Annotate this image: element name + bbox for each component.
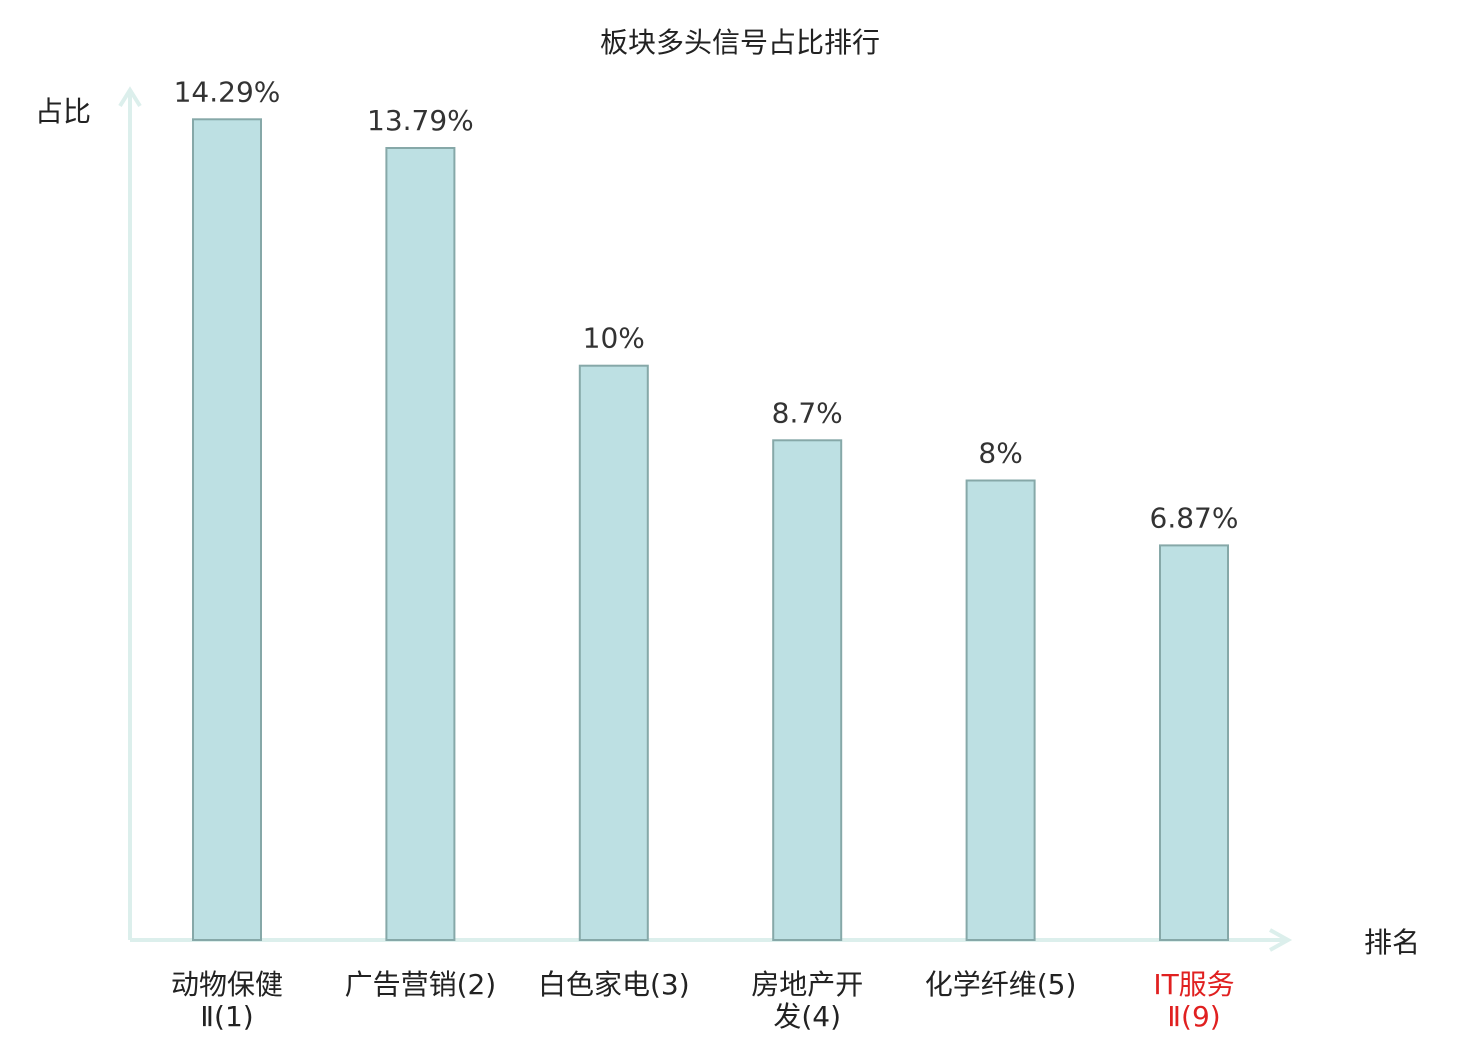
bar [578,364,649,941]
chart-title: 板块多头信号占比排行 [600,26,880,59]
x-axis-label: 排名 [1364,926,1420,959]
bar [965,479,1036,941]
x-tick-label: 动物保健 [171,968,283,1001]
x-tick-label: 广告营销(2) [345,968,497,1001]
y-axis: 占比 [35,86,142,940]
y-axis-arrow [118,86,142,108]
y-axis-label: 占比 [35,95,91,128]
x-tick-label: Ⅱ(9) [1167,1000,1220,1033]
x-axis: 排名 [130,926,1420,959]
bar [192,118,262,942]
bar-value-label: 10% [583,322,645,355]
x-tick-label: 白色家电(3) [538,968,690,1001]
bar-value-label: 13.79% [367,104,474,137]
x-tick-label: 发(4) [773,1000,841,1033]
bar-value-label: 8.7% [772,396,843,429]
bar-value-label: 14.29% [174,75,281,108]
bars-group [192,118,1229,942]
x-axis-arrow [1269,928,1293,952]
bar [385,147,456,941]
bar [772,439,843,941]
bar [1159,544,1229,942]
x-tick-label: 房地产开 [751,968,863,1001]
x-tick-label: 化学纤维(5) [925,968,1077,1001]
bar-value-label: 8% [978,437,1022,470]
bar-value-label: 6.87% [1150,501,1239,534]
value-labels-group: 14.29% 13.79% 10% 8.7% 8% 6.87% [174,75,1239,534]
x-tick-label: IT服务 [1153,968,1234,1001]
x-tick-label: Ⅱ(1) [200,1000,253,1033]
